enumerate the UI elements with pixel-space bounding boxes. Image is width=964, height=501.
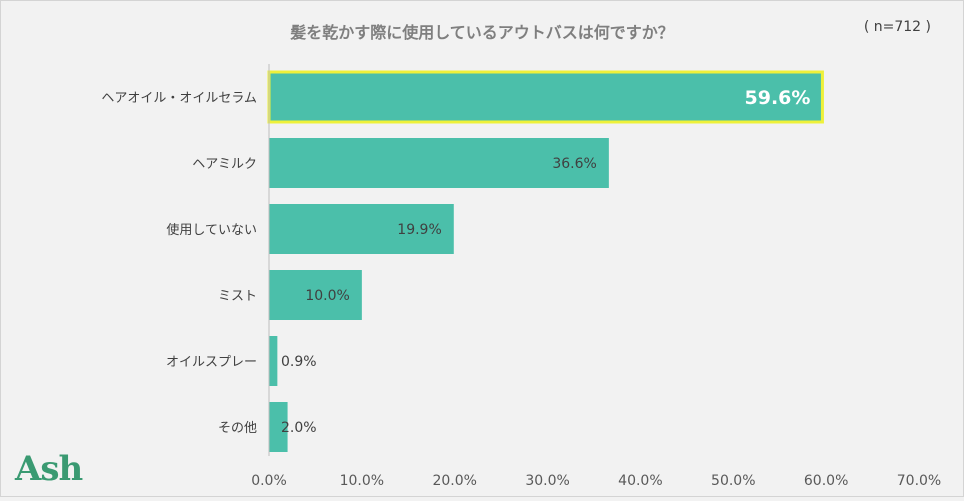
bar <box>269 138 609 188</box>
data-label: 0.9% <box>281 354 317 370</box>
ash-logo: Ash <box>15 449 83 489</box>
data-label: 10.0% <box>305 288 349 304</box>
category-label: ヘアミルク <box>192 157 257 172</box>
x-tick-label: 20.0% <box>432 473 476 489</box>
x-tick-label: 10.0% <box>340 473 384 489</box>
category-label: ヘアオイル・オイルセラム <box>101 91 257 106</box>
x-tick-label: 0.0% <box>251 473 287 489</box>
x-tick-label: 70.0% <box>897 473 941 489</box>
data-label: 2.0% <box>281 420 317 436</box>
data-label: 59.6% <box>745 87 811 109</box>
bar <box>269 270 362 320</box>
bar <box>269 402 288 452</box>
data-label: 36.6% <box>552 156 596 172</box>
data-label: 19.9% <box>397 222 441 238</box>
chart-title: 髪を乾かす際に使用しているアウトバスは何ですか？ <box>290 23 674 42</box>
x-tick-label: 50.0% <box>711 473 755 489</box>
category-label: 使用していない <box>166 222 257 238</box>
bar <box>267 70 824 124</box>
x-tick-label: 60.0% <box>804 473 848 489</box>
x-tick-label: 40.0% <box>618 473 662 489</box>
bar <box>269 204 454 254</box>
sample-size-note: ( n=712 ) <box>863 19 931 35</box>
category-label: その他 <box>218 421 257 436</box>
x-tick-label: 30.0% <box>525 473 569 489</box>
category-label: ミスト <box>218 289 257 304</box>
bar <box>269 336 278 386</box>
category-label: オイルスプレー <box>166 355 257 370</box>
